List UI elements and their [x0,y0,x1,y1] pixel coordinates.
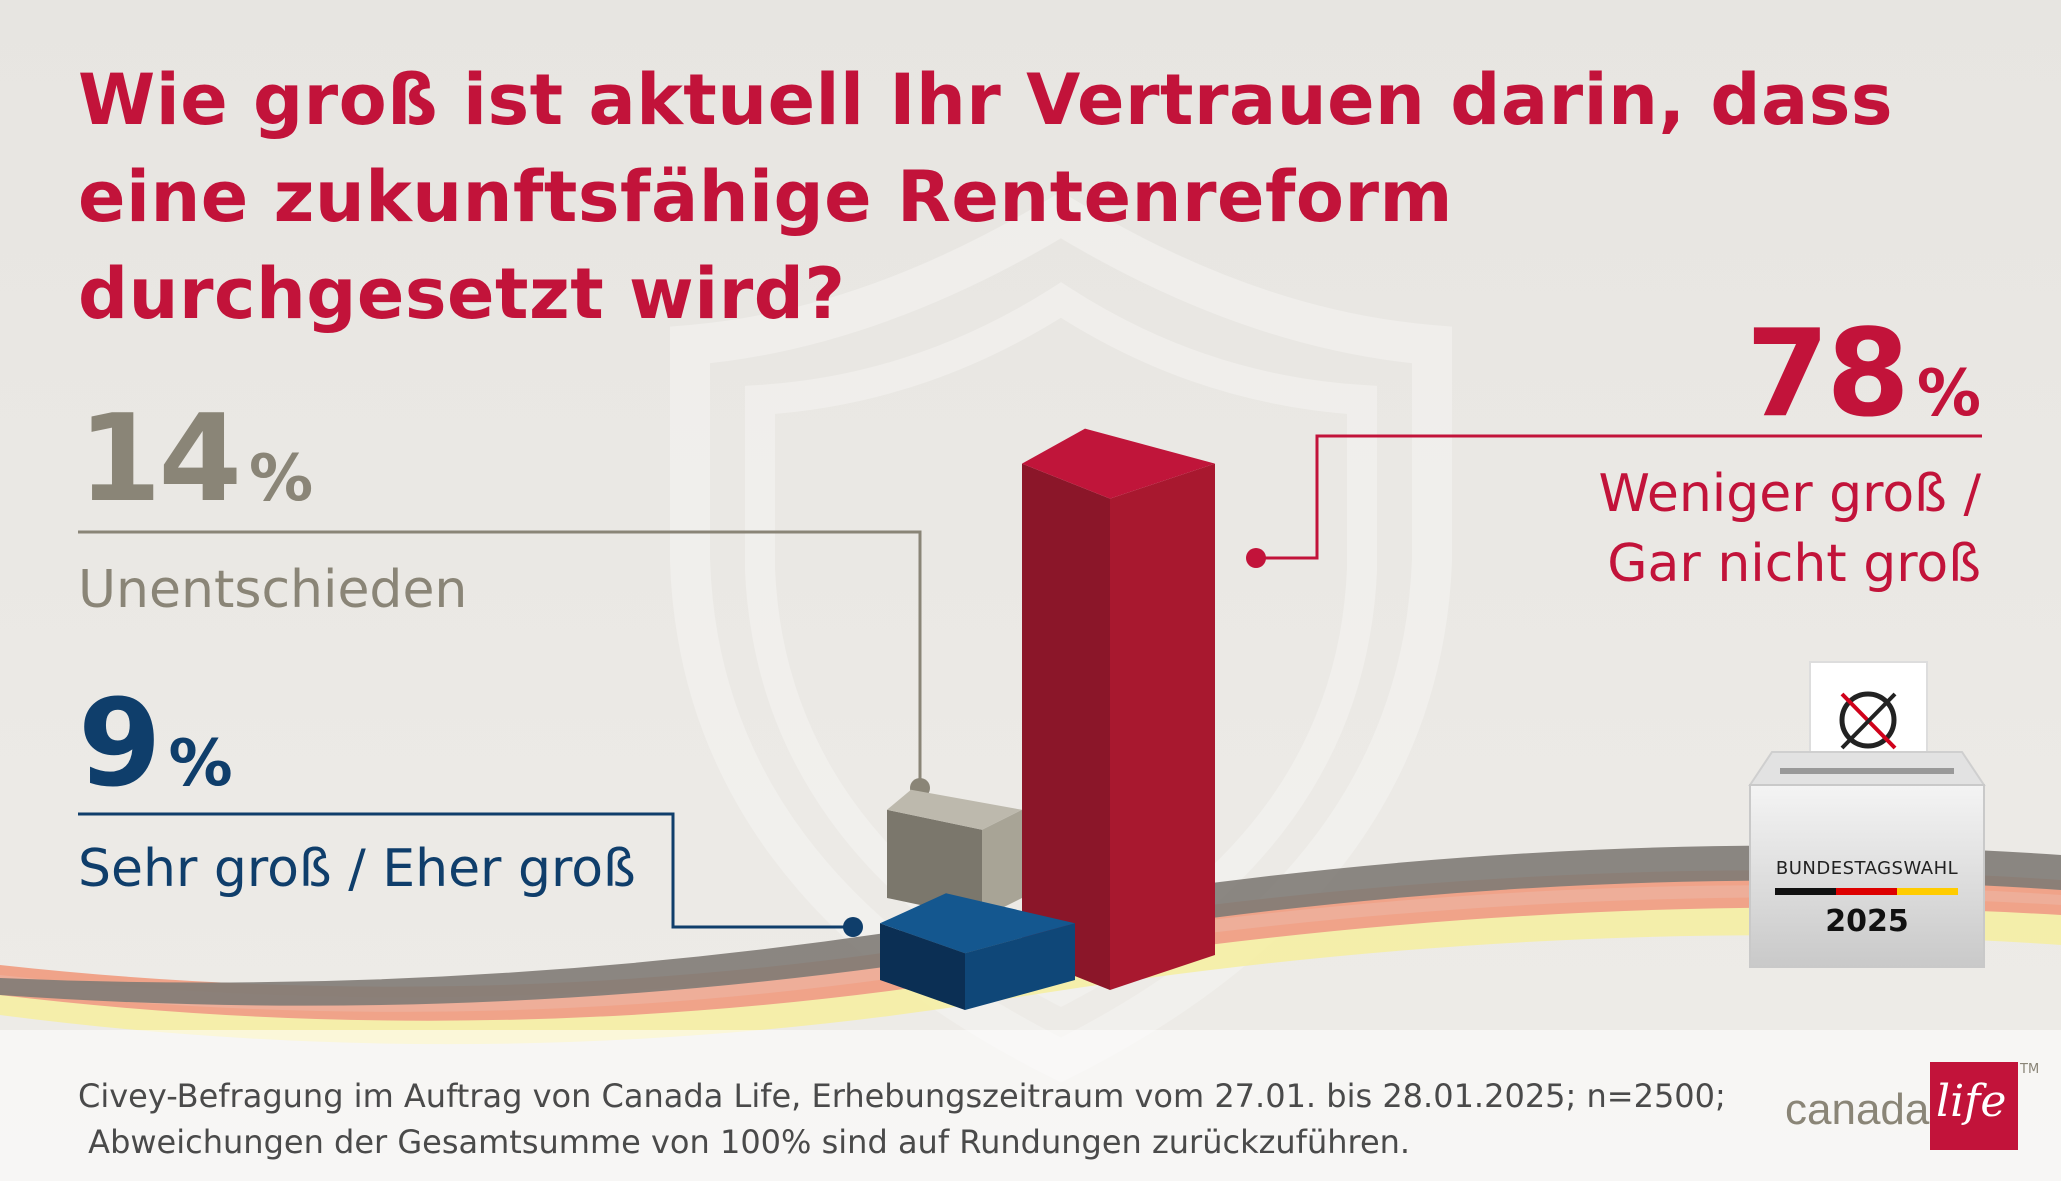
footnote-line-2: Abweichungen der Gesamtsumme von 100% si… [78,1123,1411,1161]
bar-undecided [887,789,1022,918]
ballot-box-icon [1748,661,1986,968]
trademark-mark: TM [2020,1062,2040,1077]
negative-connector [1257,434,1982,560]
ballot-paper [1809,661,1928,767]
positive-label: Sehr groß / Eher groß [78,839,636,899]
bar-negative-front [1022,463,1110,991]
undecided-value: 14 [78,390,242,529]
shield-icon [670,191,1452,1083]
bar-positive-side [965,923,1075,1010]
positive-connector [78,812,850,929]
logo-box: life [1930,1062,2018,1150]
undecided-percentage: 14% [78,400,313,520]
ballot-circle [1839,691,1897,749]
ballot-box-year: 2025 [1825,904,1909,939]
bar-positive [880,893,1075,1010]
undecided-label: Unentschieden [78,560,468,620]
bar-negative-top [1022,428,1215,499]
negative-label-line1: Weniger groß / [1598,464,1981,524]
bar-group [880,428,1215,1010]
logo-box-word: life [1936,1076,2007,1127]
footnote-line-1: Civey-Befragung im Auftrag von Canada Li… [78,1077,1726,1115]
negative-connector-dot [1246,548,1266,568]
negative-percent-sign: % [1916,357,1981,431]
bar-negative [1022,428,1215,991]
ballot-box [1749,784,1985,968]
chart-title: Wie groß ist aktuell Ihr Vertrauen darin… [78,59,1894,335]
positive-value: 9 [78,675,161,814]
logo-wordmark: canada [1785,1085,1930,1134]
ballot-box-label: BUNDESTAGSWAHL [1775,858,1959,879]
negative-label-line2: Gar nicht groß [1607,534,1981,594]
bar-positive-top [880,893,1075,954]
undecided-connector [78,530,922,788]
positive-percent-sign: % [168,727,233,801]
footnote: Civey-Befragung im Auftrag von Canada Li… [78,1073,1778,1165]
positive-connector-dot [843,917,863,937]
bar-negative-side [1110,463,1215,991]
negative-percentage: 78% [1746,315,1981,435]
bar-undecided-front [887,809,982,918]
bar-positive-front [880,923,965,1010]
undecided-percent-sign: % [249,442,314,516]
negative-value: 78 [1745,305,1910,444]
bar-undecided-top [887,789,1022,830]
positive-percentage: 9% [78,685,233,805]
bar-undecided-side [982,809,1022,918]
